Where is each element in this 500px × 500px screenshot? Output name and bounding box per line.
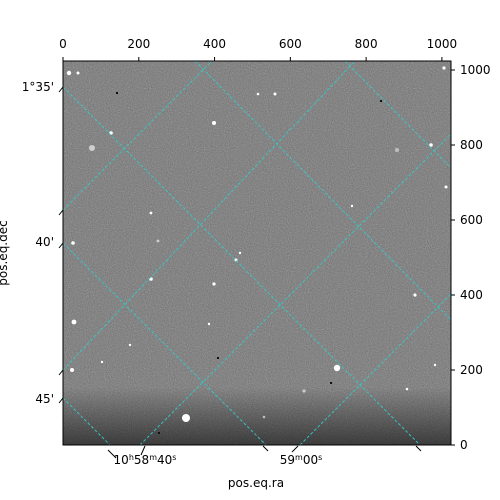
star: [442, 66, 446, 70]
right-tick-label: 1000: [460, 63, 491, 77]
grid-line: [139, 133, 451, 445]
star: [76, 71, 80, 75]
right-tick-label: 800: [460, 138, 483, 152]
left-dec-axis: 1°35' 40' 45': [22, 80, 64, 406]
star: [71, 319, 77, 325]
star: [256, 92, 260, 96]
grid-line: [63, 242, 267, 445]
left-tick: [58, 397, 64, 404]
bottom-tick: [140, 445, 146, 456]
star: [333, 364, 341, 372]
star: [413, 293, 417, 297]
star: [70, 368, 74, 372]
star: [182, 414, 190, 422]
star: [262, 415, 266, 419]
right-tick-label: 0: [460, 438, 468, 452]
grid-line: [63, 61, 213, 211]
star: [100, 360, 104, 364]
bottom-tick: [262, 445, 269, 452]
dark-pixels: [116, 92, 382, 434]
top-pixel-axis: 0 200 400 600 800 1000: [59, 37, 457, 61]
star: [71, 241, 75, 245]
top-tick-label: 0: [59, 37, 67, 51]
star: [212, 282, 216, 286]
star: [66, 70, 72, 76]
top-tick-label: 1000: [427, 37, 458, 51]
top-tick-label: 600: [279, 37, 302, 51]
star: [156, 239, 160, 243]
stars: [66, 66, 448, 422]
star: [405, 387, 409, 391]
left-tick: [58, 242, 64, 249]
right-tick-label: 600: [460, 213, 483, 227]
ra-tick-label: 10h58m40s: [114, 453, 177, 468]
star: [273, 92, 277, 96]
star: [128, 343, 132, 347]
bottom-tick: [291, 445, 299, 453]
star: [350, 204, 354, 208]
grid-line: [344, 61, 451, 169]
sky-image: [63, 61, 451, 445]
left-tick: [58, 86, 64, 93]
star: [433, 363, 437, 367]
star: [394, 147, 400, 153]
star: [149, 211, 153, 215]
right-pixel-axis: 0 200 400 600 800 1000: [451, 63, 491, 452]
star: [429, 143, 433, 147]
top-tick-label: 200: [127, 37, 150, 51]
grid-line: [299, 293, 451, 445]
bottom-tick: [107, 449, 117, 459]
star: [238, 251, 242, 255]
star: [444, 185, 448, 189]
right-tick-label: 400: [460, 288, 483, 302]
x-axis-label: pos.eq.ra: [228, 476, 284, 490]
star: [302, 389, 306, 393]
dec-tick-label: 45': [35, 392, 54, 406]
coordinate-grid: [63, 61, 451, 445]
y-axis-label: pos.eq.dec: [0, 220, 10, 285]
star: [207, 322, 211, 326]
grid-line: [63, 61, 356, 371]
bottom-ra-axis: 10h58m40s 59m00s: [107, 445, 422, 468]
plot-frame: [62, 60, 452, 446]
bottom-tick: [415, 445, 422, 452]
dec-tick-label: 1°35': [22, 80, 54, 94]
star: [212, 121, 216, 125]
grid-line: [194, 61, 451, 321]
left-tick: [58, 209, 64, 216]
right-tick-label: 200: [460, 363, 483, 377]
star: [89, 145, 95, 151]
top-tick-label: 400: [203, 37, 226, 51]
dec-tick-label: 40': [35, 235, 54, 249]
grid-line: [63, 397, 111, 445]
ra-tick-label: 59m00s: [280, 453, 323, 468]
grid-line: [63, 86, 421, 445]
left-tick: [58, 369, 64, 376]
top-tick-label: 800: [355, 37, 378, 51]
